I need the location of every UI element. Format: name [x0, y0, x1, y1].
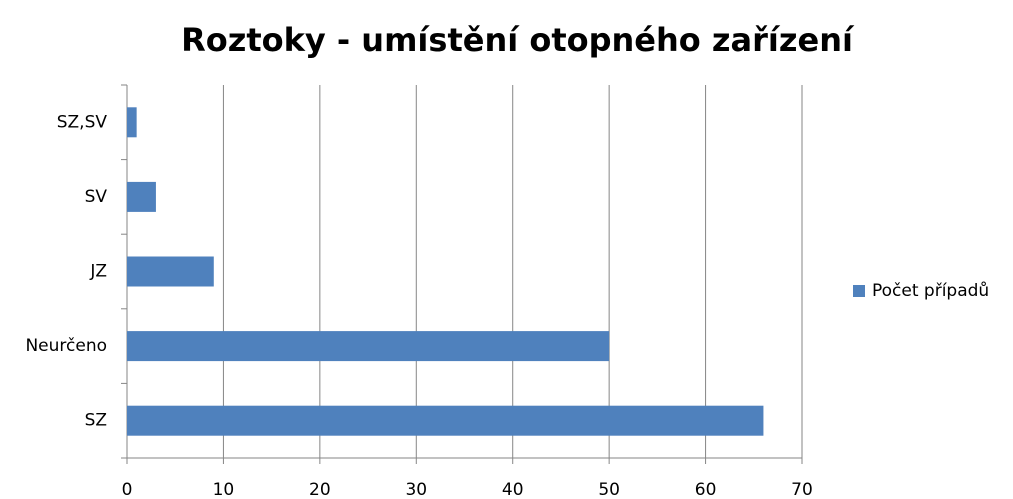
y-tick-label: JZ [89, 262, 107, 282]
bar [127, 405, 764, 436]
bar [127, 107, 137, 138]
bar [127, 331, 610, 362]
x-tick-label: 30 [405, 480, 427, 499]
x-tick-label: 60 [695, 480, 717, 499]
x-tick-label: 10 [213, 480, 235, 499]
x-tick-label: 40 [502, 480, 524, 499]
y-tick-label: SZ,SV [57, 112, 108, 132]
y-tick-label: SZ [85, 411, 107, 431]
x-tick-label: 20 [309, 480, 331, 499]
x-tick-label: 70 [791, 480, 813, 499]
legend-label: Počet případů [872, 281, 989, 301]
chart-title: Roztoky - umístění otopného zařízení [181, 21, 855, 59]
y-tick-label: SV [85, 187, 108, 207]
bar [127, 256, 214, 287]
legend-swatch [853, 285, 865, 297]
x-tick-label: 50 [598, 480, 620, 499]
bar [127, 181, 156, 212]
y-tick-label: Neurčeno [25, 336, 107, 356]
x-tick-label: 0 [122, 480, 133, 499]
